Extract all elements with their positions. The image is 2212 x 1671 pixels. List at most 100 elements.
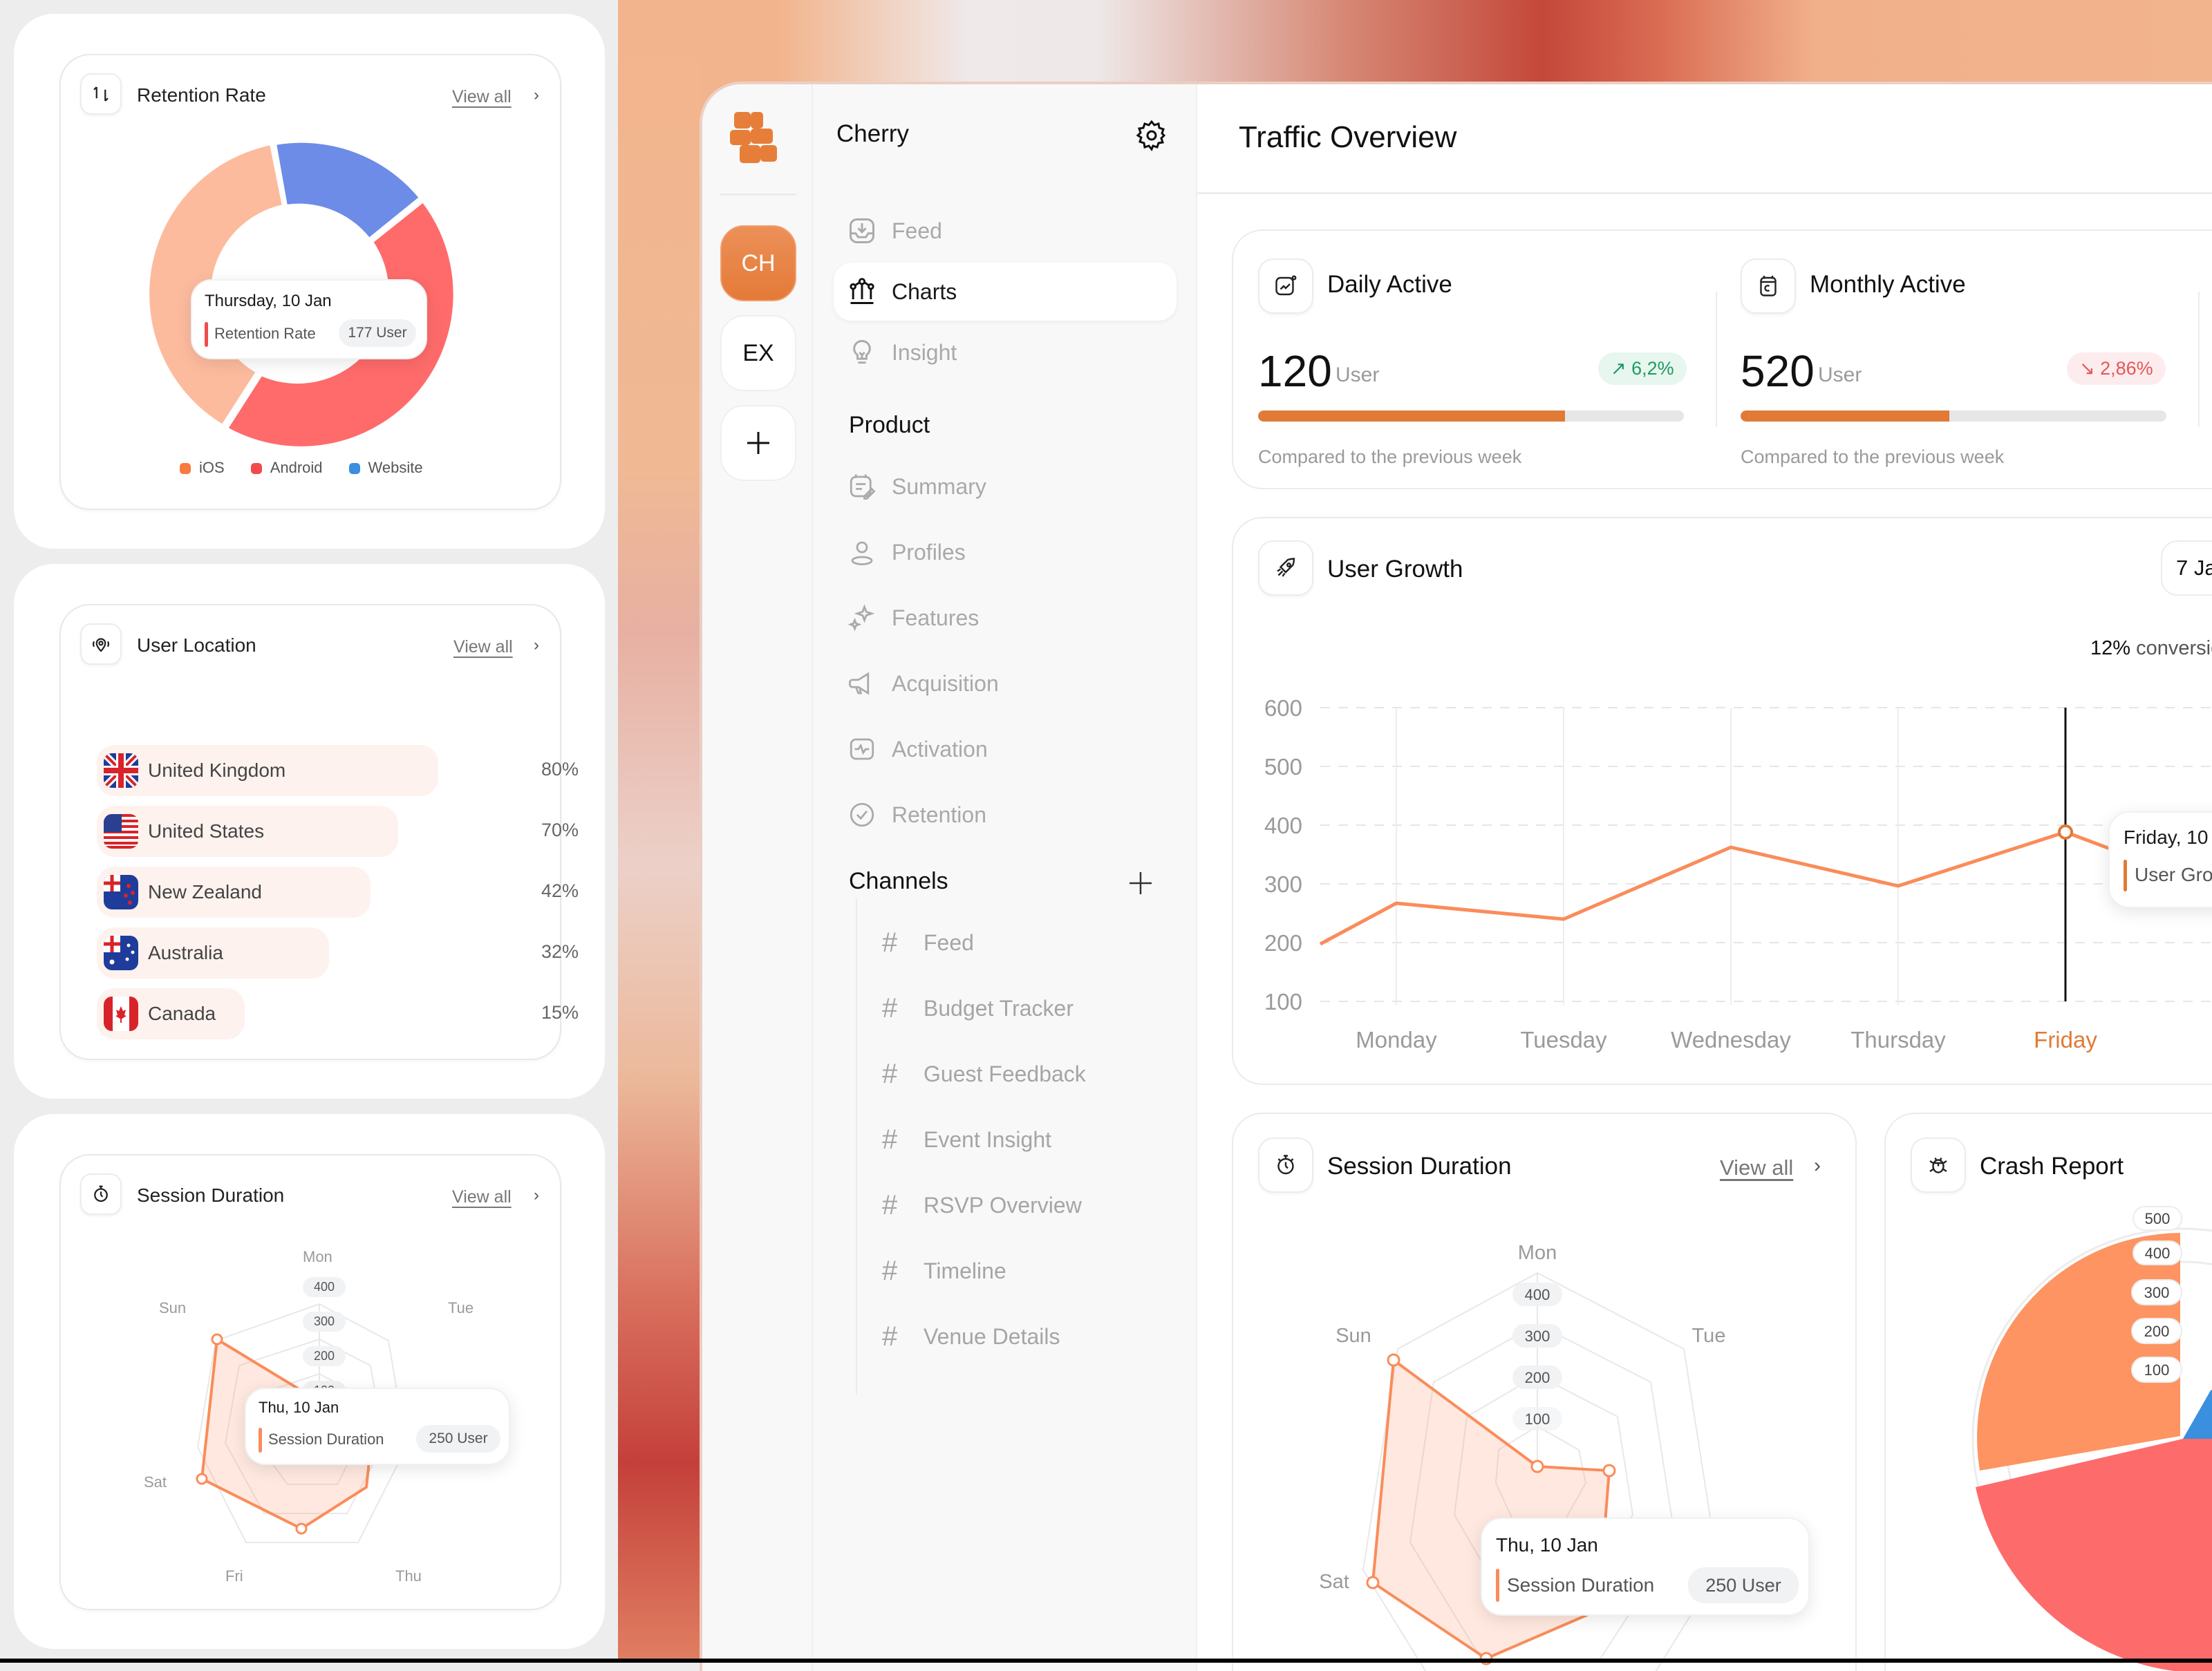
tooltip-label: Session Duration xyxy=(1507,1574,1655,1596)
stats-panel: Daily Active 120 User ↗ 6,2% Compared to… xyxy=(1232,229,2212,489)
country-row[interactable]: Australia xyxy=(97,927,329,979)
inbox-download-icon xyxy=(846,215,878,247)
channel-item[interactable]: # Feed xyxy=(882,922,974,963)
svg-text:Friday: Friday xyxy=(2034,1027,2097,1052)
channel-item[interactable]: # Timeline xyxy=(882,1250,1006,1292)
svg-text:300: 300 xyxy=(2144,1284,2170,1301)
nav-label: Summary xyxy=(892,473,986,499)
country-percent: 42% xyxy=(541,880,579,901)
tooltip-color-bar xyxy=(259,1428,262,1453)
svg-text:400: 400 xyxy=(2145,1245,2171,1262)
flag-nz-icon xyxy=(104,875,138,909)
nav-item-summary[interactable]: Summary xyxy=(834,457,1177,516)
retention-donut-chart[interactable] xyxy=(144,137,462,455)
country-name: Australia xyxy=(148,942,223,963)
nav-label: Charts xyxy=(892,278,957,304)
channel-item[interactable]: # Venue Details xyxy=(882,1316,1060,1357)
retention-legend: iOS Android Website xyxy=(180,459,423,477)
country-percent: 15% xyxy=(541,1002,579,1023)
tooltip-date: Thu, 10 Jan xyxy=(1496,1534,1598,1556)
stopwatch-icon xyxy=(1258,1137,1313,1193)
tooltip-date: Thu, 10 Jan xyxy=(259,1399,339,1416)
nav-item-acquisition[interactable]: Acquisition xyxy=(834,654,1177,712)
country-row[interactable]: United Kingdom xyxy=(97,745,438,796)
svg-text:Tue: Tue xyxy=(1692,1325,1726,1347)
user-icon xyxy=(846,536,878,568)
add-workspace-button[interactable] xyxy=(720,405,796,481)
user-growth-line-chart[interactable]: 600 500 400 300 200 100 Monday Tuesday Wednesd… xyxy=(1233,518,2212,1086)
tooltip-value: 250 User xyxy=(416,1425,500,1453)
view-all-link[interactable]: View all xyxy=(452,87,512,106)
svg-text:Sun: Sun xyxy=(1335,1325,1371,1347)
location-pin-icon xyxy=(80,623,122,665)
nav-item-activation[interactable]: Activation xyxy=(834,720,1177,778)
settings-gear-icon[interactable] xyxy=(1135,119,1168,152)
channel-item[interactable]: # Budget Tracker xyxy=(882,988,1074,1029)
stat-caption: Compared to the previous week xyxy=(1741,446,2005,467)
hash-icon: # xyxy=(882,1124,898,1155)
tooltip-color-bar xyxy=(205,322,208,347)
workspace-ch-button[interactable]: CH xyxy=(720,225,796,301)
view-all-link[interactable]: View all xyxy=(453,637,513,657)
section-heading-channels: Channels xyxy=(849,868,948,894)
workspace-ex-button[interactable]: EX xyxy=(720,315,796,391)
svg-text:Wednesday: Wednesday xyxy=(1671,1027,1791,1052)
page-title: Traffic Overview xyxy=(1239,120,1457,154)
nav-item-profiles[interactable]: Profiles xyxy=(834,523,1177,581)
view-all-link[interactable]: View all xyxy=(452,1187,512,1207)
tooltip-color-bar xyxy=(2124,860,2127,891)
country-percent: 32% xyxy=(541,941,579,962)
svg-text:200: 200 xyxy=(2144,1323,2170,1340)
hash-icon: # xyxy=(882,1189,898,1220)
gradient-background-strip xyxy=(618,0,701,1663)
bottom-edge xyxy=(0,1659,2212,1663)
card-title: User Location xyxy=(137,634,256,656)
hash-icon: # xyxy=(882,1255,898,1286)
crash-polar-chart[interactable]: 500 400 300 200 100 xyxy=(1886,1114,2212,1671)
trend-up-icon: ↗ xyxy=(1611,358,1632,379)
add-channel-plus-icon[interactable] xyxy=(1127,869,1154,897)
delta-badge-up: ↗ 6,2% xyxy=(1598,352,1687,385)
chevron-right-icon[interactable]: › xyxy=(1814,1154,1821,1177)
nav-item-feed[interactable]: Feed xyxy=(834,202,1177,260)
ring-label: 400 xyxy=(303,1277,346,1297)
chevron-right-icon[interactable]: › xyxy=(534,86,539,104)
svg-text:500: 500 xyxy=(1264,754,1302,780)
stat-caption: Compared to the previous week xyxy=(1258,446,1522,467)
channel-item[interactable]: # Event Insight xyxy=(882,1119,1051,1160)
date-range-picker[interactable]: 7 Jan xyxy=(2161,540,2212,596)
country-row[interactable]: Canada xyxy=(97,988,245,1039)
svg-text:Tuesday: Tuesday xyxy=(1520,1027,1607,1052)
country-name: Canada xyxy=(148,1003,216,1024)
nav-item-retention[interactable]: Retention xyxy=(834,786,1177,844)
panel-title: User Growth xyxy=(1327,556,1463,583)
nav-item-insight[interactable]: Insight xyxy=(834,323,1177,381)
delta-badge-down: ↘ 2,86% xyxy=(2067,352,2166,385)
flag-canada-icon xyxy=(104,997,138,1031)
country-percent: 80% xyxy=(541,759,579,780)
nav-item-charts[interactable]: Charts xyxy=(834,263,1177,321)
country-row[interactable]: New Zealand xyxy=(97,867,371,918)
tooltip-label: Retention Rate xyxy=(214,325,316,342)
channel-item[interactable]: # Guest Feedback xyxy=(882,1053,1086,1095)
tooltip-color-bar xyxy=(1496,1569,1499,1602)
hash-icon: # xyxy=(882,1321,898,1352)
chevron-right-icon[interactable]: › xyxy=(534,636,539,654)
legend-website: Website xyxy=(348,459,423,477)
location-outer: User Location View all › United Kingdom … xyxy=(14,564,605,1099)
stat-progress-bar xyxy=(1741,410,2166,422)
channel-item[interactable]: # RSVP Overview xyxy=(882,1184,1082,1226)
tooltip-date: Friday, 10 xyxy=(2124,827,2209,848)
svg-text:600: 600 xyxy=(1264,695,1302,721)
chevron-right-icon[interactable]: › xyxy=(534,1186,539,1205)
channel-label: Budget Tracker xyxy=(924,995,1074,1021)
flag-uk-icon xyxy=(104,753,138,788)
radar-axis-label: Sat xyxy=(144,1473,167,1491)
svg-text:500: 500 xyxy=(2145,1210,2171,1227)
stat-divider xyxy=(2198,292,2200,427)
hash-icon: # xyxy=(882,927,898,958)
country-row[interactable]: United States xyxy=(97,806,398,857)
view-all-link[interactable]: View all xyxy=(1720,1155,1794,1180)
session-outer: Session Duration View all › Mon Tue Thu … xyxy=(14,1114,605,1649)
nav-item-features[interactable]: Features xyxy=(834,589,1177,647)
